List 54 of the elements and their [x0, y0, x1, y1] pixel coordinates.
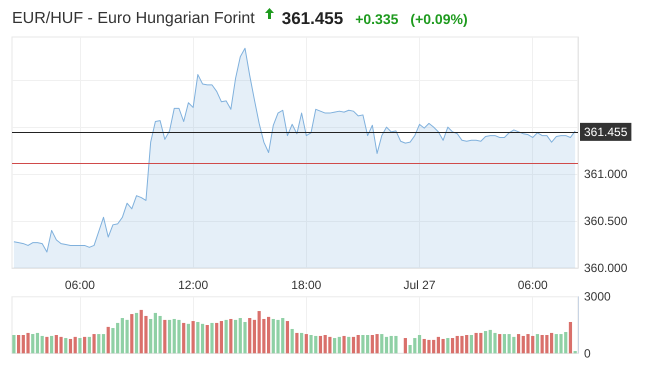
bar [498, 334, 502, 354]
text: (+0.09%) [410, 11, 468, 27]
chart-title: EUR/HUF - Euro Hungarian Forint [12, 10, 255, 28]
bar [206, 325, 209, 354]
bar [568, 322, 572, 354]
bar [361, 335, 365, 354]
bar [446, 338, 450, 354]
y-tick-label: 360.000 [584, 261, 628, 275]
ref-line-label: 361.455 [584, 124, 628, 139]
bar [229, 318, 232, 354]
bar [300, 332, 304, 354]
bar [88, 336, 91, 354]
bar [347, 336, 350, 354]
bar [92, 334, 96, 354]
y-tick-label: 0 [584, 346, 591, 360]
bar [375, 334, 379, 354]
bar [470, 335, 474, 354]
y-tick-label: 3000 [584, 290, 612, 304]
bar [50, 336, 54, 354]
bar [295, 332, 298, 354]
bar [266, 316, 270, 354]
bar [83, 336, 86, 354]
bar [224, 320, 228, 354]
bar [536, 334, 540, 354]
y-tick-label: 361.000 [584, 167, 628, 182]
y-tick-label: 360.500 [584, 214, 628, 228]
bar [45, 336, 49, 354]
bar [502, 334, 506, 354]
bar [64, 338, 68, 354]
bar [78, 338, 82, 354]
x-tick-label: 18:00 [291, 278, 322, 292]
bar [286, 321, 290, 354]
text: +0.335 [355, 11, 398, 27]
bar [342, 336, 346, 354]
text: 361.455 [282, 9, 344, 29]
bar [12, 335, 16, 354]
x-tick-label: 06:00 [518, 278, 548, 292]
bar [210, 322, 214, 354]
x-tick-label: 06:00 [64, 278, 96, 292]
bar [125, 320, 129, 354]
bar [134, 312, 138, 354]
bar [130, 314, 134, 354]
bar [404, 338, 407, 354]
bar [186, 324, 190, 354]
bar [550, 332, 554, 354]
x-tick-label: Jul 27 [404, 278, 436, 292]
bar [192, 321, 195, 354]
bar [106, 326, 110, 354]
bar [182, 322, 186, 354]
bar [512, 336, 516, 354]
bar [304, 334, 308, 354]
bar [163, 320, 166, 354]
bar [290, 328, 294, 354]
x-tick-label: 12:00 [178, 278, 208, 292]
